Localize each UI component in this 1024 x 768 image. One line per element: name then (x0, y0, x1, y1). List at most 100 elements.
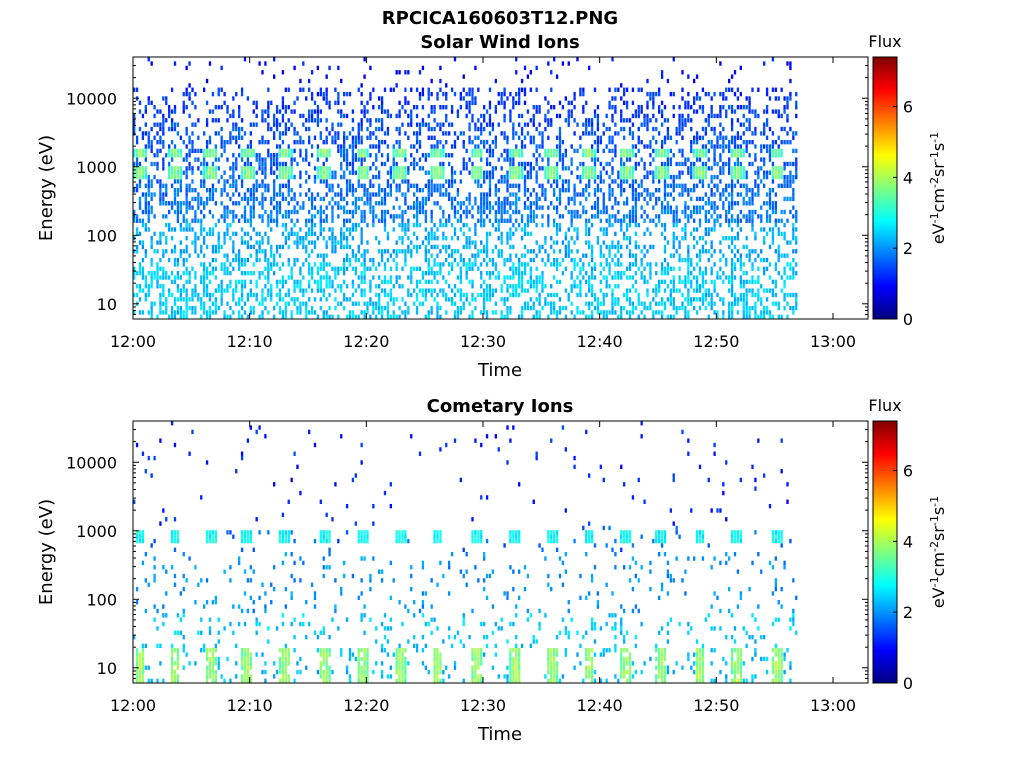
p1-heatmap-cell (243, 257, 247, 263)
p1-heatmap-cell (666, 284, 670, 289)
p1-heatmap-cell (733, 266, 737, 271)
p1-heatmap-cell (500, 240, 503, 245)
p1-heatmap-cell (264, 253, 267, 258)
p1-heatmap-cell (649, 144, 652, 149)
p1-heatmap-cell (383, 87, 387, 92)
p1-heatmap-cell (555, 196, 559, 202)
p1-heatmap-cell (663, 192, 667, 197)
p1-heatmap-cell (617, 240, 620, 245)
p1-heatmap-cell (448, 192, 451, 197)
p1-heatmap-cell (713, 288, 716, 293)
p1-heatmap-cell (719, 91, 722, 97)
p1-heatmap-cell (532, 249, 535, 254)
p1-heatmap-cell (249, 188, 252, 193)
p1-heatmap-cell (133, 188, 136, 193)
p1-heatmap-cell (748, 218, 751, 223)
p1-heatmap-cell (267, 266, 270, 271)
p1-heatmap-cell (579, 135, 582, 140)
p1-heatmap-cell (687, 270, 690, 276)
p1-heatmap-cell (351, 279, 355, 285)
p1-heatmap-cell (483, 126, 486, 132)
p1-heatmap-cell (220, 244, 223, 250)
p1-heatmap-cell (590, 257, 594, 263)
p1-heatmap-cell (666, 314, 670, 319)
p1-heatmap-cell (754, 231, 757, 237)
p1-heatmap-cell (506, 284, 509, 289)
p1-heatmap-cell (515, 209, 518, 215)
p1-heatmap-cell (258, 244, 261, 250)
p1-heatmap-cell (751, 218, 754, 223)
p1-heatmap-cell (561, 305, 565, 311)
p1-heatmap-cell (725, 236, 728, 241)
p1-heatmap-cell (637, 297, 640, 302)
p1-heatmap-cell (553, 292, 556, 298)
p1-heatmap-cell (701, 105, 705, 110)
p1-heatmap-cell (214, 288, 217, 293)
p1-heatmap-cell (745, 279, 748, 285)
p1-heatmap-cell (535, 192, 538, 197)
p1-heatmap-cell (666, 161, 670, 167)
p1-heatmap-cell (736, 148, 740, 154)
p1-heatmap-cell (302, 240, 305, 245)
p1-heatmap-cell (567, 113, 570, 119)
p1-heatmap-cell (299, 135, 302, 140)
p1-heatmap-cell (739, 166, 742, 171)
p1-heatmap-cell (360, 170, 363, 175)
p1-heatmap-cell (585, 314, 588, 319)
p1-heatmap-cell (483, 144, 486, 149)
p1-heatmap-cell (526, 218, 530, 223)
p1-heatmap-cell (480, 284, 483, 289)
p1-heatmap-cell (672, 183, 675, 188)
p1-heatmap-cell (182, 262, 185, 267)
p1-heatmap-cell (465, 113, 468, 119)
p1-heatmap-cell (357, 174, 360, 180)
p1-heatmap-cell (287, 231, 290, 237)
p1-heatmap-cell (448, 284, 451, 289)
p1-heatmap-cell (456, 310, 460, 315)
p1-heatmap-cell (290, 275, 293, 280)
p1-heatmap-cell (611, 297, 614, 302)
p1-heatmap-cell (736, 135, 740, 140)
p1-heatmap-cell (509, 305, 512, 311)
p1-heatmap-cell (733, 144, 737, 149)
p1-heatmap-cell (529, 257, 532, 263)
p1-heatmap-cell (200, 218, 203, 223)
p1-heatmap-cell (730, 139, 734, 145)
p1-heatmap-cell (728, 183, 731, 188)
p1-heatmap-cell (555, 179, 559, 184)
p1-heatmap-cell (494, 288, 497, 293)
p1-heatmap-cell (133, 270, 136, 276)
p1-heatmap-cell (168, 109, 171, 114)
p1-heatmap-cell (252, 205, 255, 210)
p1-heatmap-cell (456, 218, 460, 223)
p1-heatmap-cell (407, 249, 410, 254)
p1-heatmap-cell (404, 196, 407, 202)
p1-heatmap-cell (170, 310, 174, 315)
p1-heatmap-cell (614, 231, 617, 237)
p1-heatmap-cell (728, 218, 731, 223)
p1-heatmap-cell (343, 148, 346, 154)
p1-heatmap-cell (710, 253, 713, 258)
p1-heatmap-cell (235, 301, 238, 306)
p1-heatmap-cell (468, 279, 471, 285)
p1-heatmap-cell (337, 183, 340, 188)
p1-heatmap-cell (392, 297, 395, 302)
p1-heatmap-cell (506, 231, 509, 237)
p1-heatmap-cell (687, 218, 690, 223)
p1-heatmap-cell (273, 196, 276, 202)
p1-heatmap-cell (273, 153, 276, 158)
p1-heatmap-cell (340, 166, 343, 171)
p1-heatmap-cell (322, 196, 325, 202)
p1-heatmap-cell (730, 214, 734, 219)
p1-heatmap-cell (255, 292, 258, 298)
p1-heatmap-cell (465, 105, 468, 110)
p1-heatmap-cell (477, 209, 480, 215)
p1-heatmap-cell (328, 131, 331, 136)
p1-heatmap-cell (599, 188, 602, 193)
p1-heatmap-cell (608, 284, 611, 289)
p1-heatmap-cell (232, 170, 235, 175)
p1-heatmap-cell (261, 218, 264, 223)
p1-heatmap-cell (529, 231, 532, 237)
p1-heatmap-cell (436, 183, 439, 188)
p1-heatmap-cell (357, 205, 360, 210)
